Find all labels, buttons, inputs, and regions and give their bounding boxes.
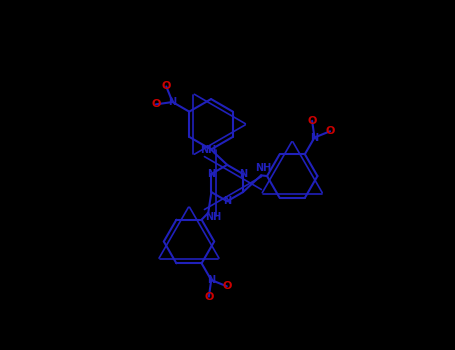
Text: O: O <box>151 99 161 109</box>
Text: N: N <box>223 196 231 206</box>
Text: N: N <box>168 97 177 107</box>
Text: N: N <box>239 169 247 179</box>
Text: N: N <box>207 169 216 179</box>
Text: O: O <box>325 126 335 136</box>
Text: N: N <box>310 133 318 142</box>
Text: N: N <box>207 275 215 285</box>
Text: NH: NH <box>200 145 217 155</box>
Text: NH: NH <box>205 212 221 222</box>
Text: O: O <box>308 116 317 126</box>
Text: NH: NH <box>255 163 271 173</box>
Text: O: O <box>222 281 232 291</box>
Text: O: O <box>162 82 171 91</box>
Text: O: O <box>204 292 213 302</box>
